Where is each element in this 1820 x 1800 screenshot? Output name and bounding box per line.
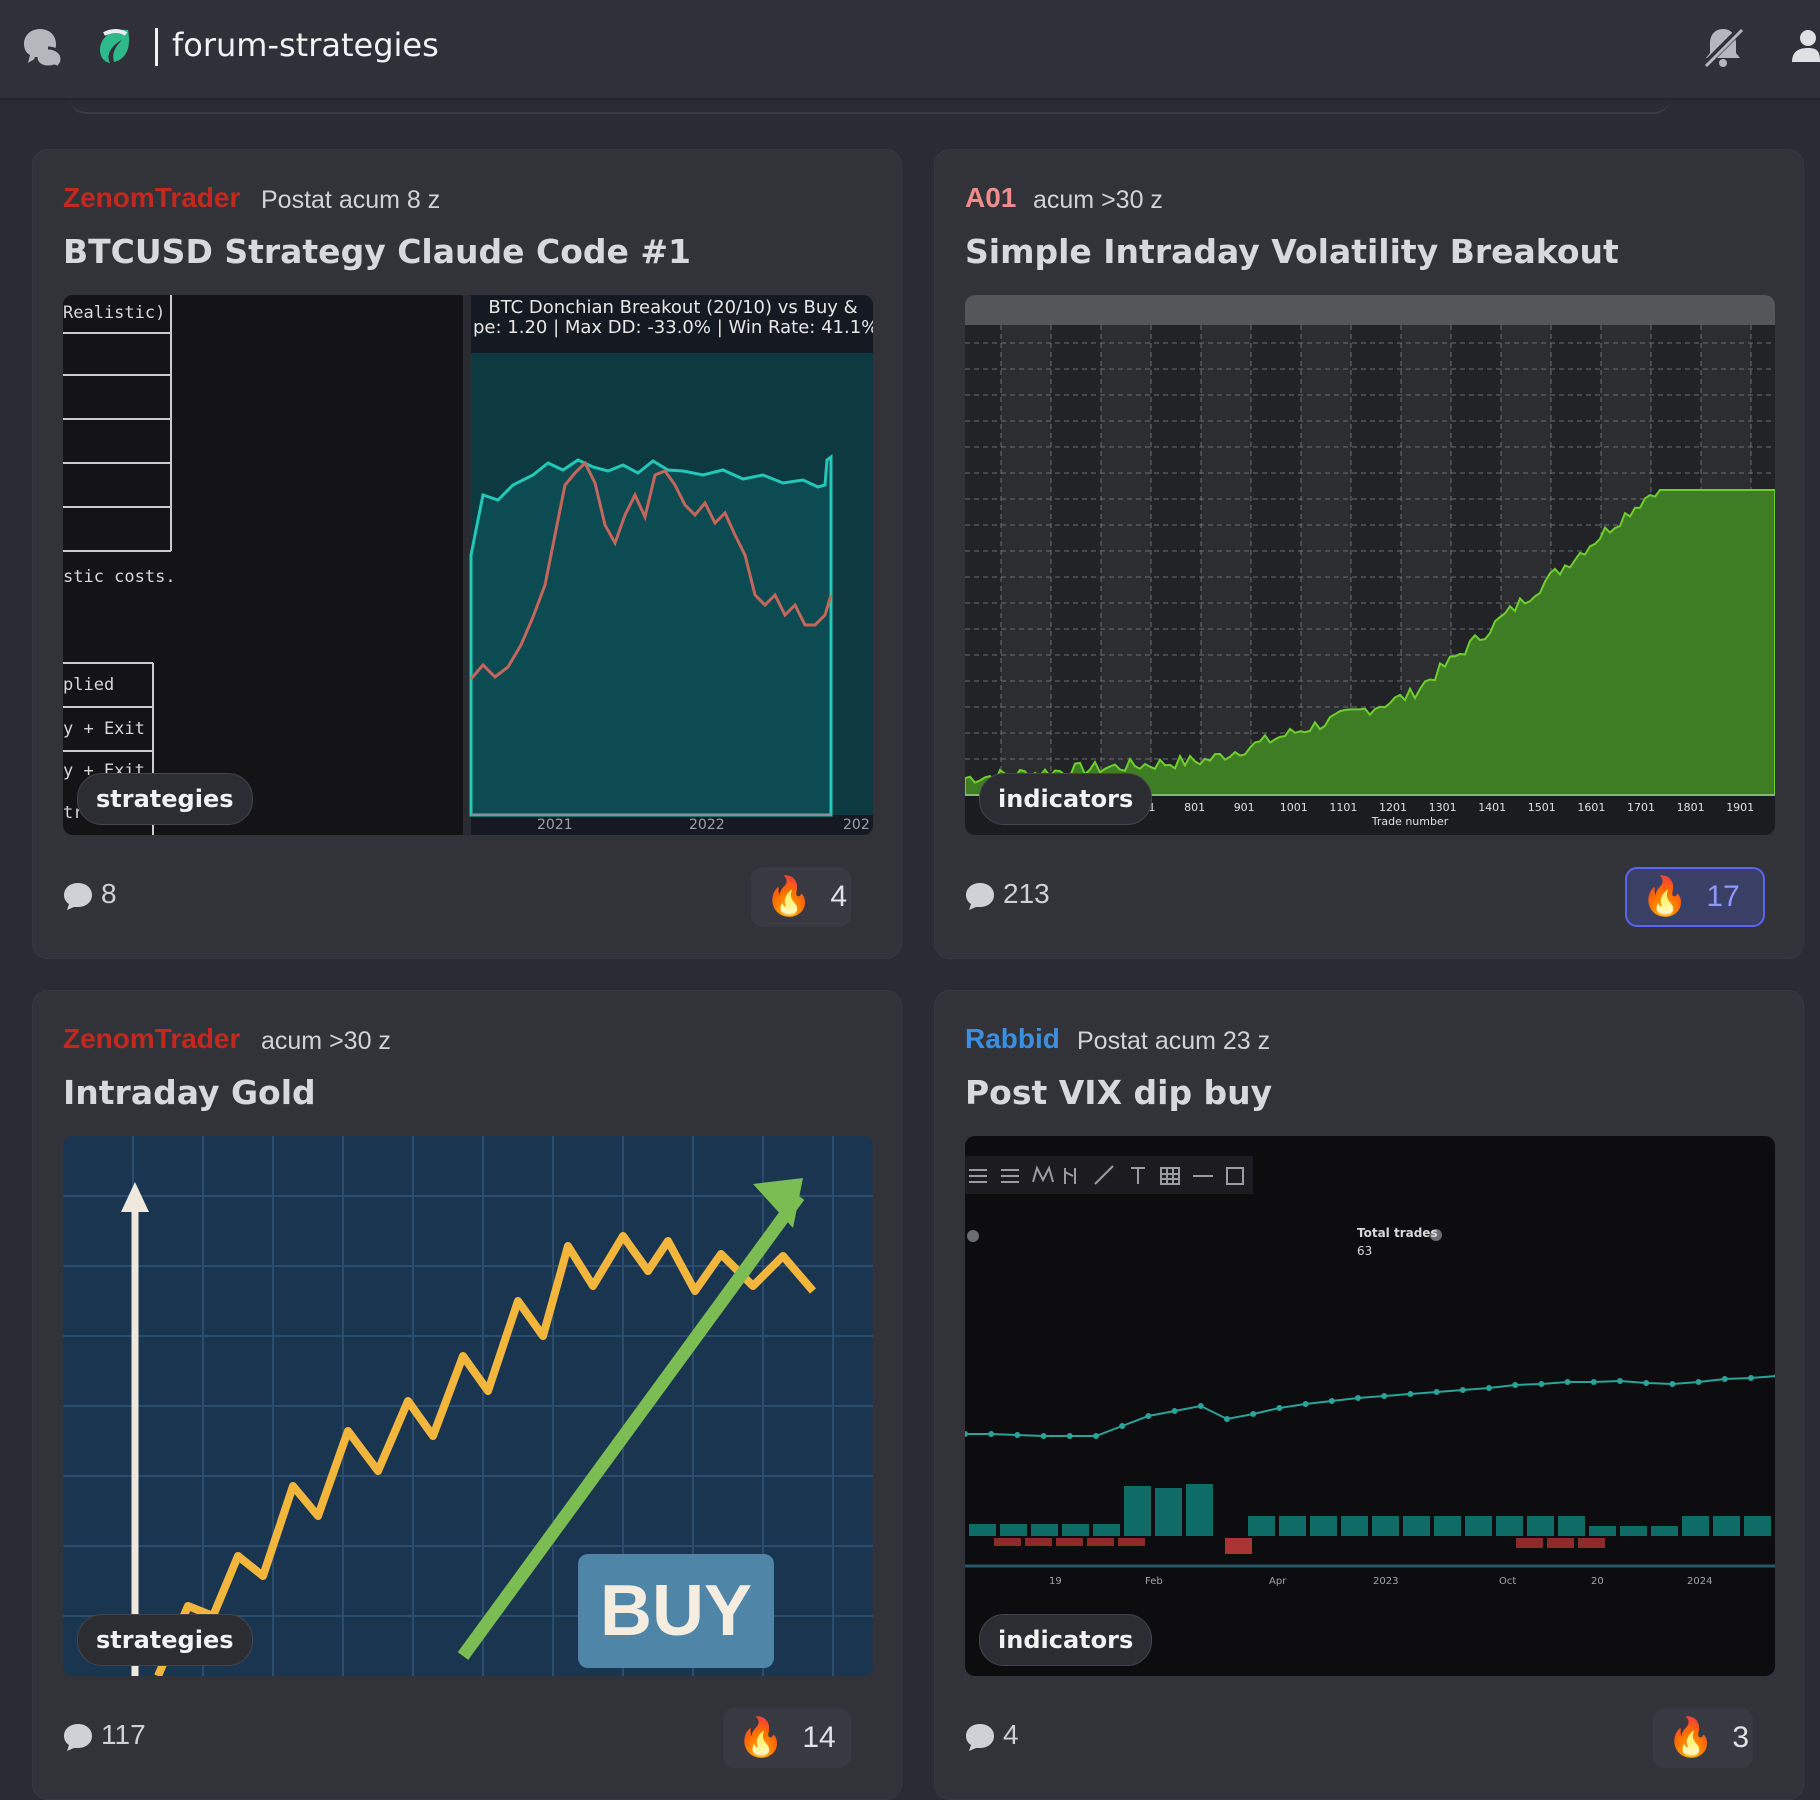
- chart-title: BTC Donchian Breakout (20/10) vs Buy &: [488, 297, 858, 318]
- fire-icon: 🔥: [765, 876, 813, 918]
- server-leaf-icon[interactable]: [94, 26, 134, 70]
- total-trades-label: Total trades: [1357, 1226, 1438, 1240]
- chart-subtitle: pe: 1.20 | Max DD: -33.0% | Win Rate: 41…: [473, 317, 873, 338]
- post-time: Postat acum 8 z: [261, 186, 441, 214]
- x-tick: 20: [1591, 1576, 1604, 1587]
- post-author[interactable]: A01: [965, 182, 1017, 213]
- fire-icon: 🔥: [737, 1717, 785, 1759]
- x-tick: 1101: [1329, 801, 1357, 814]
- comment-count-value: 4: [1003, 1719, 1019, 1750]
- post-thumbnail[interactable]: 7018019011001110112011301140115011601170…: [965, 295, 1775, 835]
- members-icon[interactable]: [1790, 26, 1820, 72]
- fire-icon: 🔥: [1641, 876, 1689, 918]
- post-title[interactable]: Post VIX dip buy: [965, 1073, 1273, 1112]
- fire-icon: 🔥: [1667, 1717, 1715, 1759]
- x-tick: 1601: [1577, 801, 1605, 814]
- x-tick: 901: [1234, 801, 1255, 814]
- post-tag[interactable]: strategies: [77, 773, 253, 825]
- fire-reaction[interactable]: 🔥 14: [723, 1708, 851, 1768]
- x-tick: 202: [843, 817, 870, 833]
- channel-header: forum-strategies: [0, 0, 1820, 100]
- comment-bubble-icon: [966, 1723, 994, 1751]
- x-tick: 1001: [1280, 801, 1308, 814]
- fire-reaction[interactable]: 🔥 4: [751, 867, 851, 927]
- x-tick: 2024: [1687, 1576, 1713, 1587]
- buy-label: BUY: [599, 1571, 752, 1651]
- x-tick: 1501: [1528, 801, 1556, 814]
- post-author[interactable]: ZenomTrader: [63, 182, 241, 213]
- post-thumbnail[interactable]: BUY strategies: [63, 1136, 873, 1676]
- post-time: acum >30 z: [261, 1027, 391, 1055]
- x-tick: 1401: [1478, 801, 1506, 814]
- x-tick: 1701: [1627, 801, 1655, 814]
- reaction-count: 17: [1706, 880, 1740, 913]
- post-tag[interactable]: indicators: [979, 773, 1153, 825]
- x-tick: Feb: [1145, 1576, 1163, 1587]
- comment-bubble-icon: [966, 882, 994, 910]
- forum-post-card[interactable]: A01 acum >30 z Simple Intraday Volatilit…: [934, 149, 1804, 959]
- forum-post-card[interactable]: Rabbid Postat acum 23 z Post VIX dip buy…: [934, 990, 1804, 1800]
- comment-count[interactable]: 213: [965, 878, 1050, 918]
- comment-count-value: 213: [1003, 878, 1050, 909]
- comment-count[interactable]: 4: [965, 1719, 1019, 1759]
- fire-reaction[interactable]: 🔥 3: [1653, 1708, 1753, 1768]
- fire-reaction[interactable]: 🔥 17: [1625, 867, 1765, 927]
- post-title[interactable]: BTCUSD Strategy Claude Code #1: [63, 232, 691, 271]
- x-tick: 19: [1049, 1576, 1062, 1587]
- x-tick: 1901: [1726, 801, 1754, 814]
- x-axis-label: Trade number: [1371, 815, 1449, 828]
- forum-icon: [22, 26, 64, 72]
- code-line: plied: [63, 675, 115, 695]
- x-tick: 2021: [537, 817, 573, 833]
- x-tick: 2022: [689, 817, 725, 833]
- post-tag[interactable]: indicators: [979, 1614, 1153, 1666]
- forum-post-card[interactable]: ZenomTrader acum >30 z Intraday Gold: [32, 990, 902, 1800]
- comment-bubble-icon: [64, 1723, 92, 1751]
- total-trades-value: 63: [1357, 1244, 1373, 1258]
- x-tick: 1201: [1379, 801, 1407, 814]
- comment-count[interactable]: 8: [63, 878, 117, 918]
- comment-count-value: 117: [101, 1719, 146, 1750]
- post-time: Postat acum 23 z: [1077, 1027, 1271, 1055]
- reaction-count: 3: [1732, 1721, 1750, 1754]
- post-thumbnail[interactable]: Realistic) stic costs. plied y + Exit y …: [63, 295, 873, 835]
- post-author[interactable]: Rabbid: [965, 1023, 1060, 1054]
- x-tick: 1801: [1677, 801, 1705, 814]
- x-tick: 801: [1184, 801, 1205, 814]
- code-line: Realistic): [63, 303, 166, 323]
- x-tick: Apr: [1269, 1576, 1287, 1587]
- title-divider: [155, 28, 158, 66]
- x-tick: 1301: [1429, 801, 1457, 814]
- x-tick: Oct: [1499, 1576, 1517, 1587]
- post-thumbnail[interactable]: Total trades 63 19 Feb Apr 2023 Oct 20 2024 in…: [965, 1136, 1775, 1676]
- post-tag[interactable]: strategies: [77, 1614, 253, 1666]
- forum-post-card[interactable]: ZenomTrader Postat acum 8 z BTCUSD Strat…: [32, 149, 902, 959]
- post-time: acum >30 z: [1033, 186, 1163, 214]
- reaction-count: 14: [802, 1721, 836, 1754]
- post-author[interactable]: ZenomTrader: [63, 1023, 241, 1054]
- mute-bell-icon[interactable]: [1700, 24, 1746, 74]
- x-tick: 2023: [1373, 1576, 1399, 1587]
- reaction-count: 4: [830, 880, 848, 913]
- code-line: y + Exit: [63, 719, 145, 739]
- comment-count[interactable]: 117: [63, 1719, 146, 1759]
- channel-name: forum-strategies: [172, 26, 439, 64]
- comment-bubble-icon: [64, 882, 92, 910]
- header-shadow-strip: [70, 98, 1670, 114]
- post-title[interactable]: Intraday Gold: [63, 1073, 316, 1112]
- code-line: stic costs.: [63, 567, 176, 587]
- comment-count-value: 8: [101, 878, 117, 909]
- post-title[interactable]: Simple Intraday Volatility Breakout: [965, 232, 1619, 271]
